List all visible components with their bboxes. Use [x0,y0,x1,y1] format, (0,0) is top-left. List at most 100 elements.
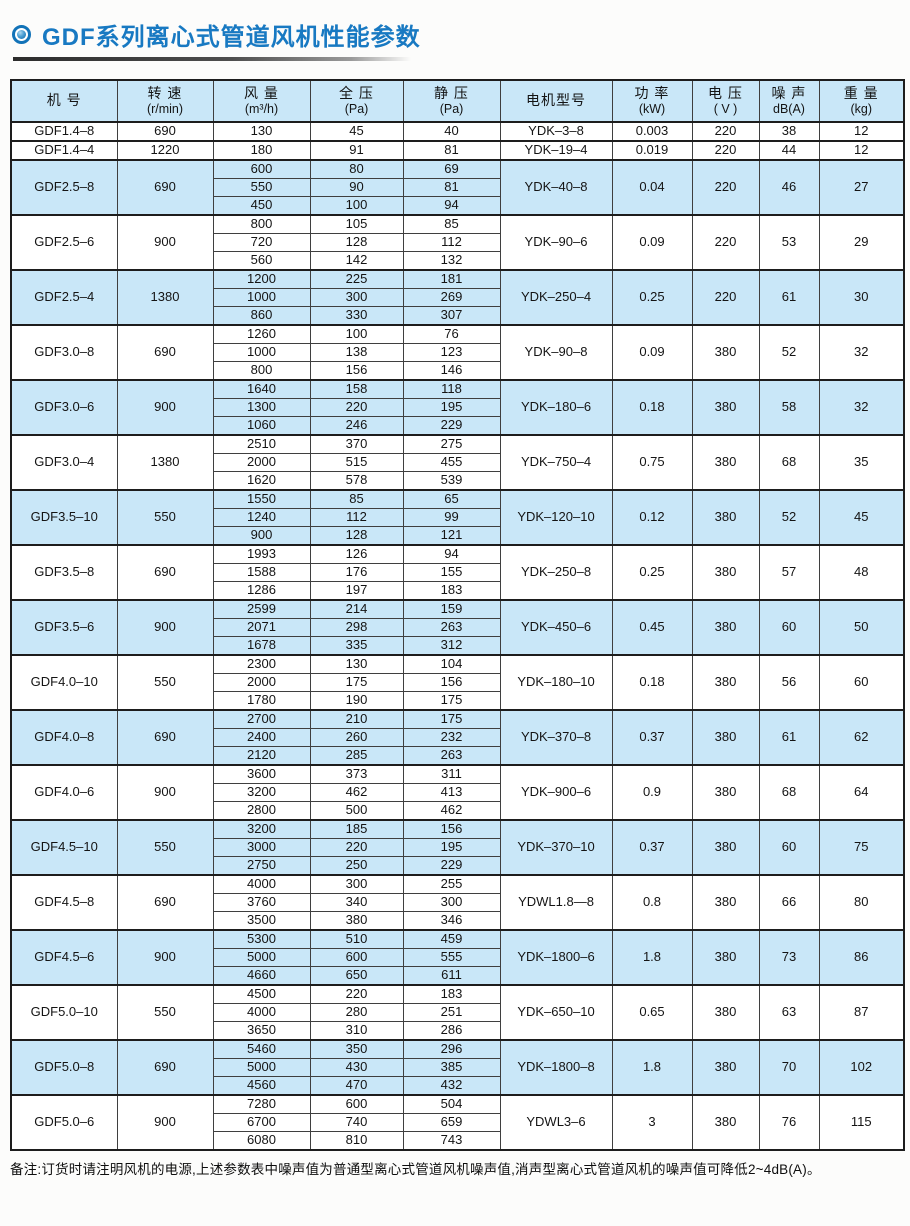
model-cell: GDF3.0–8 [10,324,118,381]
static-pressure-cell: 183 [402,984,501,1004]
total-pressure-cell: 285 [309,746,404,766]
static-pressure-cell: 123 [402,343,501,362]
static-pressure-cell: 346 [402,911,501,931]
total-pressure-cell: 462 [309,783,404,802]
static-pressure-cell: 40 [402,121,501,142]
airflow-cell: 4500 [212,984,311,1004]
static-pressure-cell: 229 [402,416,501,436]
motor-model-cell: YDK–40–8 [499,159,613,216]
model-cell: GDF1.4–4 [10,140,118,161]
table-row: GDF4.0–10 550 2300 130 104 YDK–180–10 0.18 380 5… [10,654,905,711]
airflow-cell: 3600 [212,764,311,784]
motor-model-cell: YDK–1800–6 [499,929,613,986]
airflow-cell: 2300 [212,654,311,674]
table-row: 4560 470 432 [11,1076,904,1096]
motor-model-cell: YDK–19–4 [499,140,613,161]
power-cell: 0.003 [611,121,693,142]
weight-cell: 27 [818,159,905,216]
power-cell: 0.8 [611,874,693,931]
table-row: 3200 462 413 [11,783,904,802]
total-pressure-cell: 142 [309,251,404,271]
power-cell: 1.8 [611,929,693,986]
power-cell: 0.9 [611,764,693,821]
table-row: GDF4.0–6 900 3600 373 311 YDK–900–6 0.9 380 68 64 [10,764,905,821]
table-row: GDF5.0–10 550 4500 220 183 YDK–650–10 0.65 380 6… [10,984,905,1041]
total-pressure-cell: 85 [309,489,404,509]
voltage-cell: 380 [691,764,760,821]
voltage-cell: 220 [691,214,760,271]
table-row: 1588 176 155 [11,563,904,582]
total-pressure-cell: 156 [309,361,404,381]
table-row: 2000 515 455 [11,453,904,472]
static-pressure-cell: 555 [402,948,501,967]
noise-cell: 46 [758,159,820,216]
motor-model-cell: YDK–180–6 [499,379,613,436]
total-pressure-cell: 128 [309,233,404,252]
static-pressure-cell: 155 [402,563,501,582]
table-row: GDF5.0–8 690 5460 350 296 YDK–1800–8 1.8 380 70 1… [10,1039,905,1096]
speed-cell: 690 [116,874,214,931]
total-pressure-cell: 310 [309,1021,404,1041]
table-row: 6080 810 743 [11,1131,904,1151]
table-row: 550 90 81 [11,178,904,197]
table-row: GDF5.0–6 900 7280 600 504 YDWL3–6 3 380 76 115 [10,1094,905,1151]
static-pressure-cell: 296 [402,1039,501,1059]
weight-cell: 87 [818,984,905,1041]
motor-model-cell: YDWL1.8—8 [499,874,613,931]
motor-model-cell: YDK–750–4 [499,434,613,491]
total-pressure-cell: 80 [309,159,404,179]
speed-cell: 900 [116,379,214,436]
voltage-cell: 380 [691,324,760,381]
static-pressure-cell: 307 [402,306,501,326]
static-pressure-cell: 269 [402,288,501,307]
total-pressure-cell: 90 [309,178,404,197]
model-cell: GDF4.5–10 [10,819,118,876]
table-row: 560 142 132 [11,251,904,271]
model-cell: GDF4.0–10 [10,654,118,711]
weight-cell: 50 [818,599,905,656]
total-pressure-cell: 112 [309,508,404,527]
static-pressure-cell: 312 [402,636,501,656]
motor-model-cell: YDK–90–6 [499,214,613,271]
speed-cell: 900 [116,764,214,821]
table-row: 5000 600 555 [11,948,904,967]
static-pressure-cell: 286 [402,1021,501,1041]
airflow-cell: 1620 [212,471,311,491]
total-pressure-cell: 300 [309,288,404,307]
static-pressure-cell: 183 [402,581,501,601]
weight-cell: 80 [818,874,905,931]
model-cell: GDF1.4–8 [10,121,118,142]
table-row: 1300 220 195 [11,398,904,417]
static-pressure-cell: 76 [402,324,501,344]
airflow-cell: 800 [212,361,311,381]
total-pressure-cell: 220 [309,838,404,857]
static-pressure-cell: 432 [402,1076,501,1096]
power-cell: 0.37 [611,709,693,766]
header-airflow: 风 量 (m³/h) [212,79,311,123]
airflow-cell: 900 [212,526,311,546]
voltage-cell: 220 [691,269,760,326]
airflow-cell: 600 [212,159,311,179]
table-row: 3760 340 300 [11,893,904,912]
noise-cell: 63 [758,984,820,1041]
table-row: 2750 250 229 [11,856,904,876]
weight-cell: 12 [818,121,905,142]
static-pressure-cell: 232 [402,728,501,747]
voltage-cell: 380 [691,819,760,876]
table-row: 1780 190 175 [11,691,904,711]
power-cell: 3 [611,1094,693,1151]
voltage-cell: 220 [691,140,760,161]
weight-cell: 35 [818,434,905,491]
static-pressure-cell: 195 [402,398,501,417]
total-pressure-cell: 510 [309,929,404,949]
speed-cell: 1220 [116,140,214,161]
motor-model-cell: YDK–450–6 [499,599,613,656]
total-pressure-cell: 185 [309,819,404,839]
total-pressure-cell: 515 [309,453,404,472]
power-cell: 0.45 [611,599,693,656]
speed-cell: 690 [116,324,214,381]
table-row: GDF3.0–4 1380 2510 370 275 YDK–750–4 0.75 380 68… [10,434,905,491]
model-cell: GDF4.5–6 [10,929,118,986]
static-pressure-cell: 175 [402,709,501,729]
speed-cell: 690 [116,1039,214,1096]
